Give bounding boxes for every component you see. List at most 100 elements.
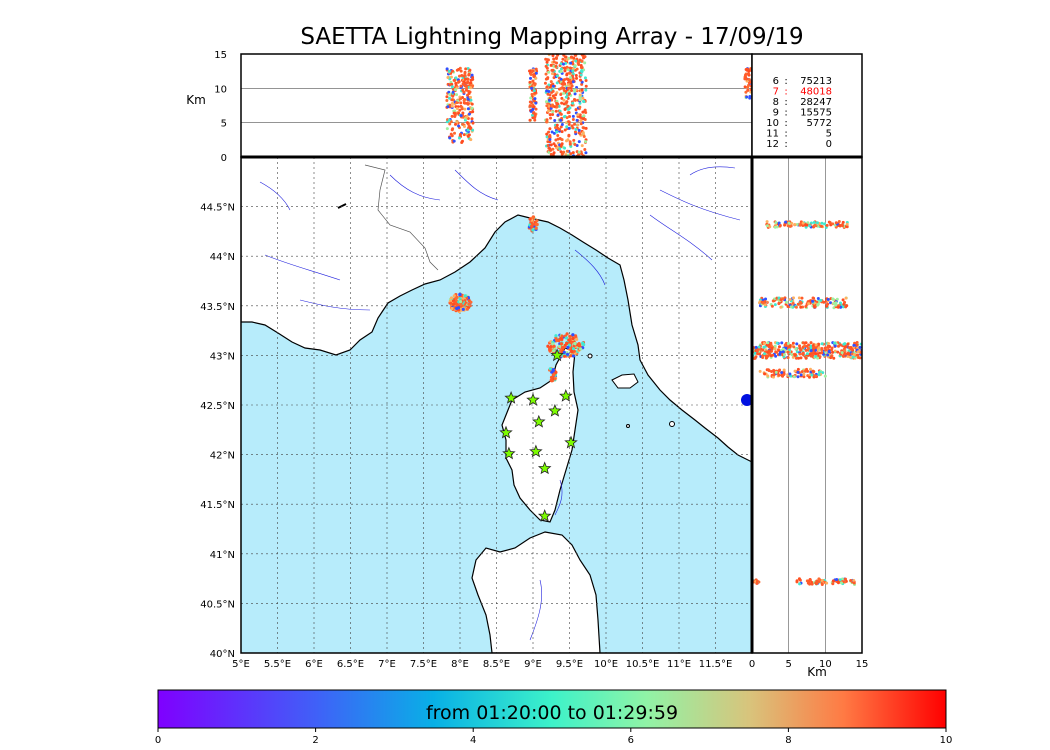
top-panel-grid xyxy=(241,88,752,123)
lon-tick-label: 8°E xyxy=(451,659,469,670)
top-cluster xyxy=(445,66,475,144)
station-star-icon xyxy=(548,403,562,417)
colorbar-gradient xyxy=(157,689,947,729)
table-source-count: 75213 xyxy=(800,76,832,87)
map-panel: 5°E 5.5°E 6°E 6.5°E 7°E 7.5°E 8°E 8.5°E 9°E 9.5°E… xyxy=(200,156,753,670)
lon-tick-label: 6°E xyxy=(305,659,323,670)
right-cluster xyxy=(752,341,862,360)
flash-cluster xyxy=(527,215,539,233)
country-border xyxy=(364,164,439,271)
colorbar-tick-label: 6 xyxy=(628,735,634,746)
table-separator: : xyxy=(784,129,787,140)
table-frame xyxy=(751,53,863,158)
montecristo-island xyxy=(626,424,630,428)
map-lat-ticks: 40°N 40.5°N 41°N 41.5°N 42°N 42.5°N 43°N 43.5°N… xyxy=(200,203,235,660)
table-separator: : xyxy=(784,76,787,87)
lon-tick-label: 6.5°E xyxy=(337,659,364,670)
station-star-icon xyxy=(559,389,573,402)
right-cluster xyxy=(765,219,849,229)
table-source-count: 0 xyxy=(826,139,832,150)
lake-feature xyxy=(337,203,347,209)
top-ytick-label: 15 xyxy=(214,50,227,61)
lon-tick-label: 5.5°E xyxy=(264,659,291,670)
stations-table: 6: 75213 7: 48018 8: 28247 9: 15575 10: 5772 11: 5 1… xyxy=(766,76,832,150)
flash-cluster xyxy=(548,366,558,383)
lat-tick-label: 41°N xyxy=(210,550,235,561)
colorbar-tick-label: 8 xyxy=(785,735,791,746)
table-separator: : xyxy=(784,97,787,108)
colorbar-tick-label: 2 xyxy=(312,735,318,746)
right-cluster xyxy=(757,296,849,310)
table-station-count: 11 xyxy=(766,129,779,140)
lat-tick-label: 42.5°N xyxy=(200,401,235,412)
right-panel-grid xyxy=(788,157,826,653)
top-panel-yticks: 0 5 10 15 xyxy=(214,50,227,164)
top-cluster xyxy=(543,54,588,157)
right-altitude-panel: 0 5 10 15 Km xyxy=(241,155,869,679)
lon-tick-label: 7°E xyxy=(378,659,396,670)
blue-marker xyxy=(741,394,752,406)
lat-tick-label: 44°N xyxy=(210,252,235,263)
lon-tick-label: 9°E xyxy=(524,659,542,670)
lon-tick-label: 11.5°E xyxy=(699,659,733,670)
top-ytick-label: 10 xyxy=(214,84,227,95)
lon-tick-label: 10°E xyxy=(594,659,618,670)
top-ytick-label: 5 xyxy=(221,119,227,130)
table-station-count: 9 xyxy=(773,108,779,119)
flash-cluster xyxy=(448,292,473,314)
top-panel-bg xyxy=(241,54,752,157)
lat-tick-label: 43°N xyxy=(210,351,235,362)
lon-tick-label: 7.5°E xyxy=(410,659,437,670)
right-cluster xyxy=(758,367,827,379)
station-star-icon xyxy=(504,390,518,404)
station-star-icon xyxy=(529,444,543,458)
table-station-count: 6 xyxy=(773,76,779,87)
top-ytick-label: 0 xyxy=(221,153,227,164)
top-cluster xyxy=(743,67,752,100)
right-panel-clusters xyxy=(752,219,862,587)
station-star-icon xyxy=(537,508,552,522)
right-xtick-label: 10 xyxy=(819,659,832,670)
right-xtick-label: 5 xyxy=(785,659,791,670)
lat-tick-label: 44.5°N xyxy=(200,203,235,214)
right-cluster xyxy=(795,577,857,587)
table-station-count: 8 xyxy=(773,97,779,108)
table-source-count: 5772 xyxy=(807,118,832,129)
lon-tick-label: 10.5°E xyxy=(626,659,660,670)
colorbar: 0 2 4 6 8 10 xyxy=(155,689,952,746)
lat-tick-label: 40°N xyxy=(210,649,235,660)
table-station-count: 12 xyxy=(766,139,779,150)
top-panel-ylabel: Km xyxy=(186,93,206,107)
station-star-icon xyxy=(502,446,516,460)
stations-table-panel: 6: 75213 7: 48018 8: 28247 9: 15575 10: 5772 11: 5 1… xyxy=(751,53,863,158)
station-star-icon xyxy=(532,414,546,428)
sardinia-island xyxy=(471,531,601,653)
lon-tick-label: 5°E xyxy=(232,659,250,670)
right-xtick-label: 0 xyxy=(749,659,755,670)
map-stations xyxy=(499,348,578,522)
table-separator: : xyxy=(784,108,787,119)
table-source-count: 28247 xyxy=(800,97,832,108)
top-panel-clusters xyxy=(445,54,752,157)
station-star-icon xyxy=(499,425,513,439)
top-altitude-panel: 0 5 10 15 Km xyxy=(186,50,753,164)
colorbar-tick-label: 0 xyxy=(155,735,161,746)
table-source-count: 15575 xyxy=(800,108,832,119)
lat-tick-label: 42°N xyxy=(210,451,235,462)
table-separator: : xyxy=(784,87,787,98)
table-source-count: 48018 xyxy=(800,87,832,98)
station-star-icon xyxy=(526,392,540,406)
right-xtick-label: 15 xyxy=(856,659,869,670)
station-star-icon xyxy=(564,435,578,449)
rivers xyxy=(259,166,741,641)
table-source-count: 5 xyxy=(826,129,832,140)
lon-tick-label: 9.5°E xyxy=(556,659,583,670)
table-station-count: 7 xyxy=(773,87,779,98)
elba-island xyxy=(611,373,639,389)
table-separator: : xyxy=(784,118,787,129)
colorbar-tick-label: 4 xyxy=(470,735,476,746)
right-panel-xticks: 0 5 10 15 xyxy=(749,659,869,670)
corsica-island xyxy=(501,347,579,523)
table-separator: : xyxy=(784,139,787,150)
